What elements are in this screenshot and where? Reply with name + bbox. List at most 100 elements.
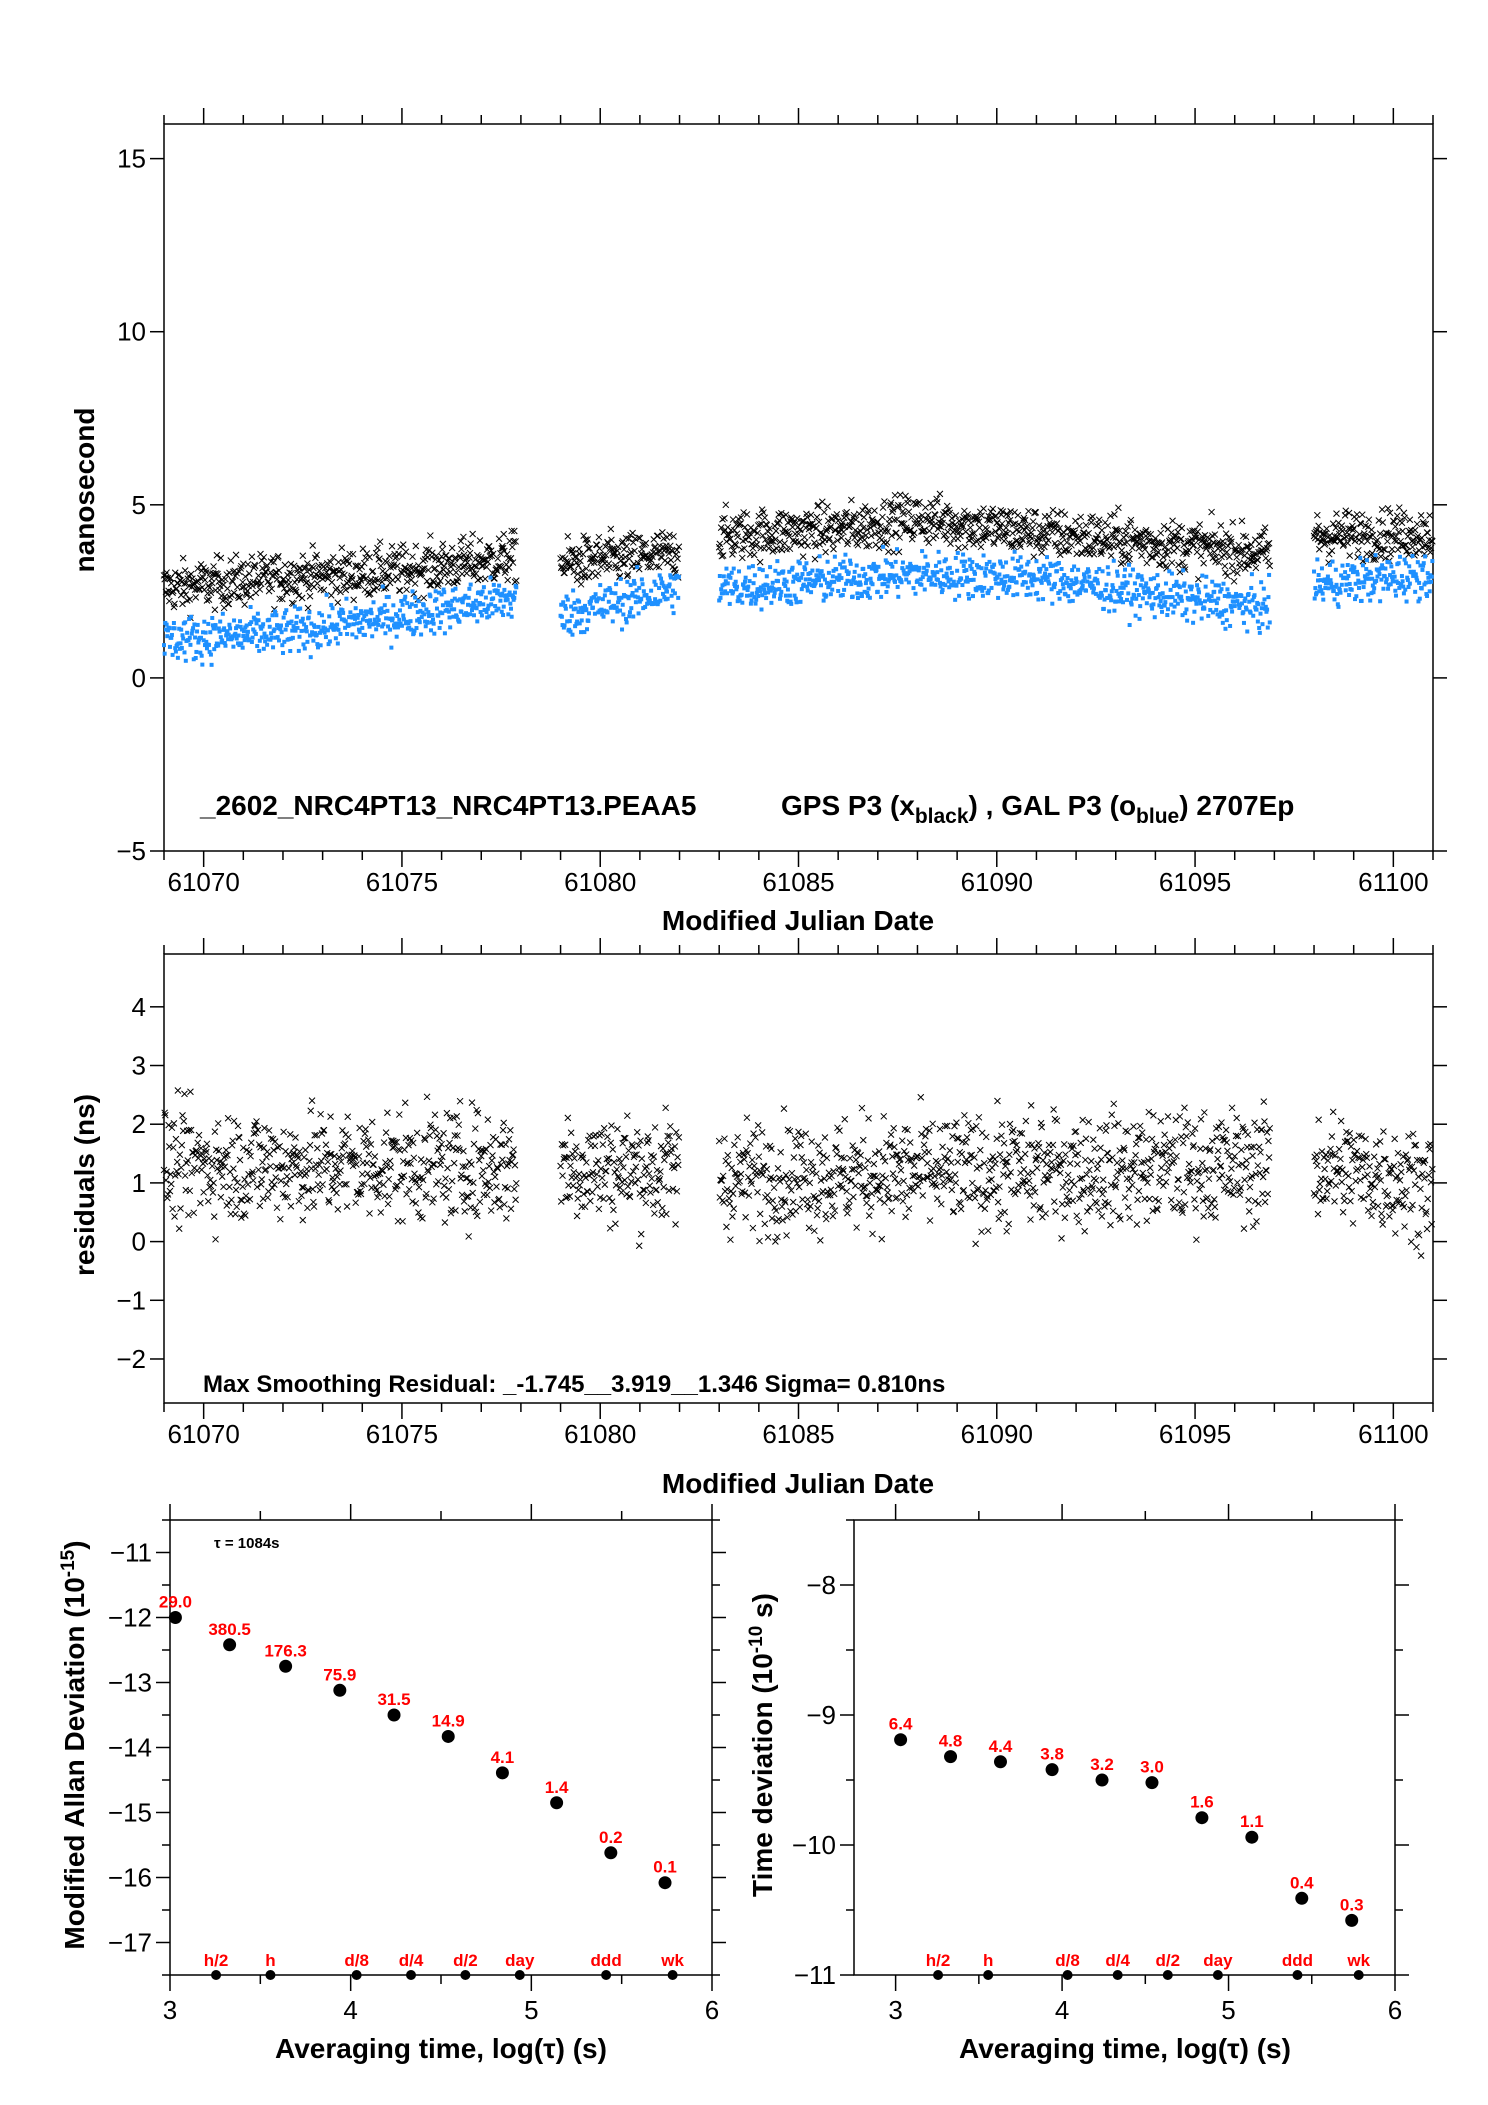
x-marker [865,507,872,515]
dot-marker [1052,585,1057,590]
dot-marker [797,561,802,566]
dot-marker [450,588,455,593]
x-marker [719,552,727,559]
x-marker [862,532,870,539]
x-marker [1344,539,1352,547]
dot-marker [633,600,638,605]
x-marker [1004,512,1012,520]
x-tick-label: 61085 [762,1419,834,1449]
dot-marker [1070,598,1075,603]
x-marker [429,1160,437,1168]
dot-marker [852,569,857,574]
dot-marker [1180,613,1185,618]
x-marker [1353,511,1361,518]
dot-marker [664,589,669,594]
x-marker [274,1144,282,1151]
dot-marker [1401,591,1406,596]
dot-marker [1095,581,1100,586]
x-marker [827,1186,835,1194]
x-marker [809,1168,816,1176]
x-marker [317,1110,324,1118]
x-marker [212,1235,219,1243]
dot-marker [989,585,994,590]
dot-marker [1415,578,1420,583]
dot-marker [493,604,498,609]
dot-marker [495,591,500,596]
x-marker [829,1212,837,1220]
x-marker [363,1159,371,1167]
x-marker [256,1202,264,1210]
x-marker [486,553,494,560]
x-marker [187,570,195,578]
dot-marker [1173,582,1178,587]
x-marker [756,558,764,566]
x-marker [499,542,506,550]
dot-marker [309,621,314,626]
dot-marker [760,568,765,573]
x-marker [1143,559,1151,567]
x-marker [368,1118,376,1126]
dot-marker [477,601,482,606]
x-marker [889,505,897,513]
dot-marker [1319,588,1324,593]
x-marker [989,505,997,513]
x-marker [900,510,907,518]
dot-marker [497,583,502,588]
dot-marker [839,576,844,581]
dot-marker [434,597,439,602]
x-marker [360,559,368,567]
x-marker [842,1203,850,1211]
dot-marker [894,547,899,552]
dot-marker [291,624,296,629]
x-marker [675,543,683,551]
x-marker [426,581,434,589]
dot-marker [255,611,260,616]
x-marker [1386,509,1394,517]
x-marker [674,1153,681,1161]
x-marker [343,1180,350,1188]
x-marker [1346,552,1354,559]
dot-marker [1249,585,1254,590]
dot-marker [1048,561,1053,566]
x-marker [960,1186,968,1194]
x-marker [1329,520,1337,528]
dot-marker [1378,599,1383,604]
x-marker [624,571,632,578]
x-marker [334,599,342,606]
x-marker [1061,1214,1069,1222]
x-marker [943,1168,950,1176]
x-marker [436,577,444,585]
x-marker [717,524,725,531]
x-marker [1048,1165,1056,1173]
dot-marker [354,621,359,626]
x-marker [900,520,908,528]
x-marker [898,1189,905,1197]
dot-marker [281,615,286,620]
x-marker [662,1210,670,1218]
x-marker [1395,528,1402,536]
x-marker [1044,1176,1052,1184]
dot-marker [1364,567,1369,572]
x-marker [848,1177,855,1185]
x-marker [619,560,627,568]
x-marker [946,1147,954,1154]
x-marker [366,1210,373,1217]
x-marker [328,1183,336,1191]
dot-marker [781,581,786,586]
x-marker [1042,533,1050,540]
dot-marker [1033,577,1038,582]
x-marker [1000,1171,1007,1178]
x-marker [614,1125,621,1133]
x-marker [1032,508,1040,516]
x-marker [479,1166,487,1174]
x-marker [451,1132,459,1139]
x-marker [260,553,268,561]
x-marker [477,1152,485,1160]
dot-marker [489,602,494,607]
x-marker [586,544,593,552]
dot-marker [1105,565,1110,570]
x-marker [1234,569,1241,577]
x-marker [1250,558,1258,566]
x-marker [203,1140,211,1148]
dot-marker [1379,577,1384,582]
